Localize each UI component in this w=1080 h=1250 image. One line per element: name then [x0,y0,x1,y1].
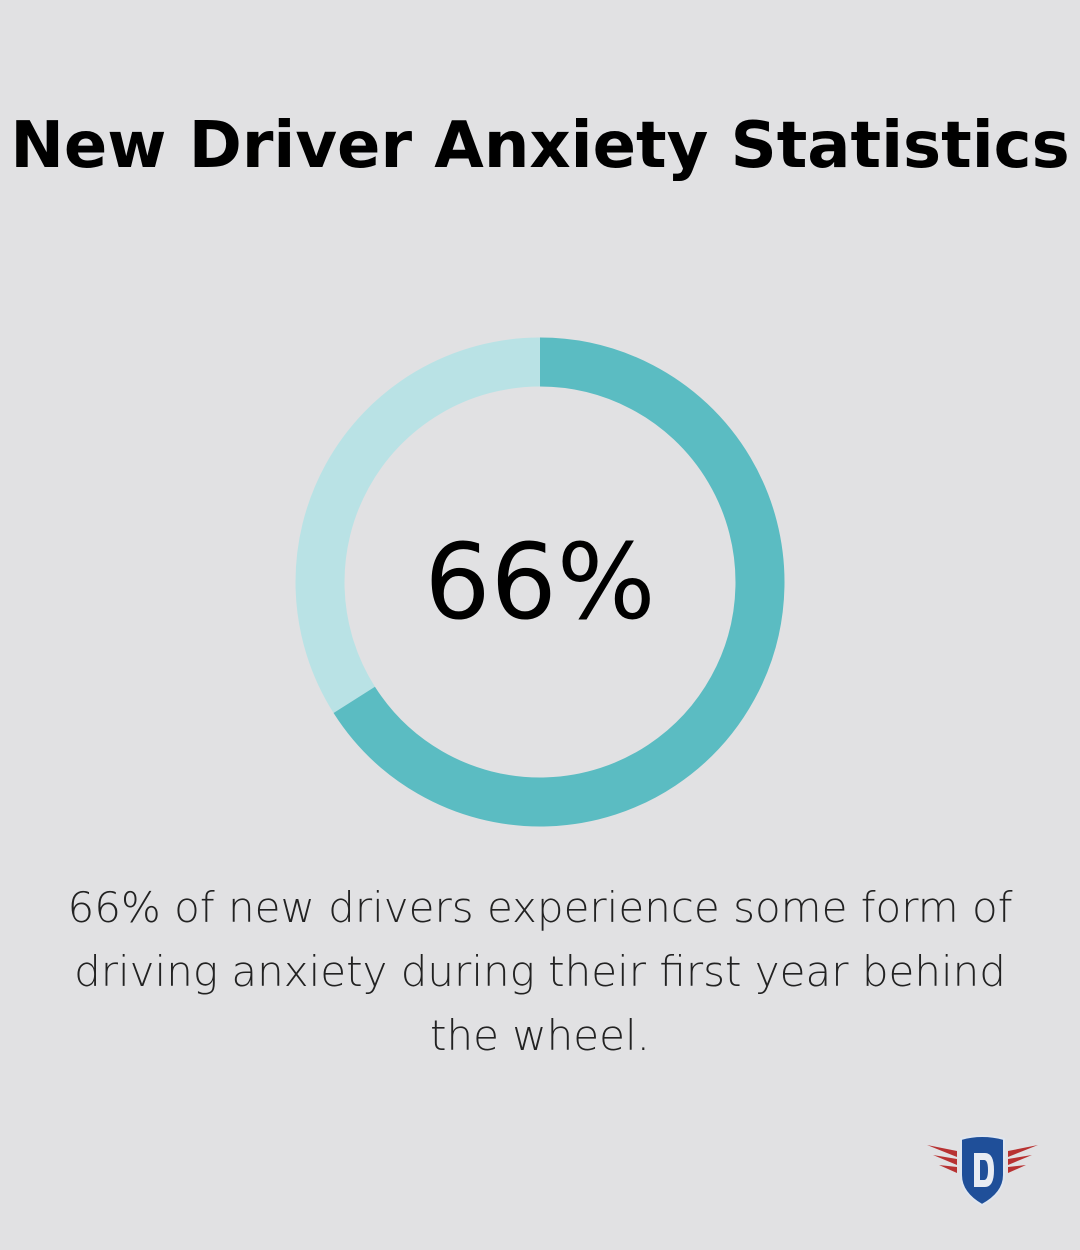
shield-logo-icon [927,1135,1038,1207]
donut-segment-value [333,337,785,827]
description: 66% of new drivers experience some form … [67,883,1013,1060]
chart-title: New Driver Anxiety Statistics [10,109,1070,183]
center-value: 66% [424,521,656,643]
donut-segment-remainder [295,337,541,713]
donut-chart [295,337,785,827]
